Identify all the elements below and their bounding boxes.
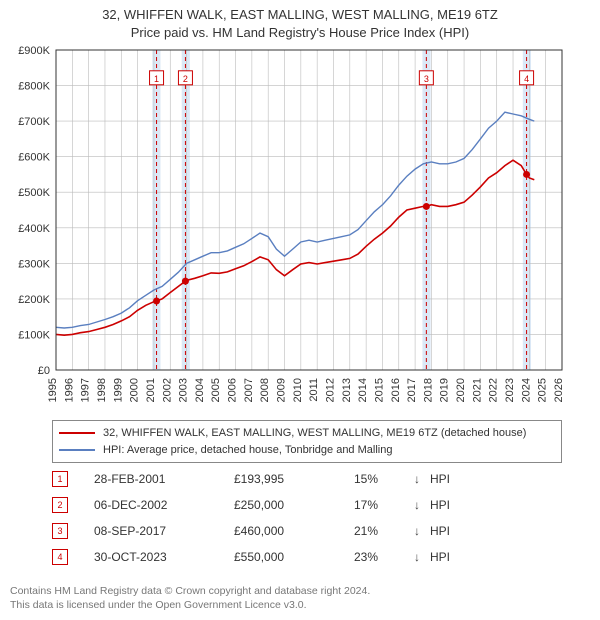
event-delta: 21% — [354, 524, 414, 538]
svg-text:2007: 2007 — [243, 378, 255, 402]
event-price: £550,000 — [234, 550, 354, 564]
svg-text:2015: 2015 — [373, 378, 385, 402]
event-price: £193,995 — [234, 472, 354, 486]
event-date: 08-SEP-2017 — [94, 524, 234, 538]
svg-text:2024: 2024 — [520, 378, 532, 402]
event-tail: HPI — [430, 498, 562, 512]
legend-box: 32, WHIFFEN WALK, EAST MALLING, WEST MAL… — [52, 420, 562, 463]
svg-text:2022: 2022 — [488, 378, 500, 402]
chart-area: £0 £100K £200K £300K £400K £500K £600K £700K £80… — [0, 44, 600, 414]
event-badge: 1 — [52, 471, 68, 487]
svg-text:2009: 2009 — [276, 378, 288, 402]
svg-text:2018: 2018 — [422, 378, 434, 402]
event-badge: 4 — [52, 549, 68, 565]
svg-text:2026: 2026 — [553, 378, 565, 402]
event-date: 30-OCT-2023 — [94, 550, 234, 564]
footer-attribution: Contains HM Land Registry data © Crown c… — [10, 584, 370, 612]
svg-text:2012: 2012 — [324, 378, 336, 402]
arrow-down-icon: ↓ — [414, 524, 430, 538]
legend-swatch — [59, 449, 95, 451]
svg-text:1995: 1995 — [47, 378, 59, 402]
svg-text:2014: 2014 — [357, 378, 369, 402]
svg-text:2003: 2003 — [178, 378, 190, 402]
event-delta: 15% — [354, 472, 414, 486]
legend-row: HPI: Average price, detached house, Tonb… — [59, 442, 555, 459]
events-table: 1 28-FEB-2001 £193,995 15% ↓ HPI 2 06-DE… — [52, 466, 562, 570]
event-badge: 2 — [52, 497, 68, 513]
table-row: 4 30-OCT-2023 £550,000 23% ↓ HPI — [52, 544, 562, 570]
svg-text:2021: 2021 — [471, 378, 483, 402]
svg-text:1999: 1999 — [112, 378, 124, 402]
svg-text:2016: 2016 — [390, 378, 402, 402]
svg-text:2019: 2019 — [439, 378, 451, 402]
svg-text:£400K: £400K — [18, 223, 50, 235]
svg-text:£200K: £200K — [18, 294, 50, 306]
svg-text:£800K: £800K — [18, 81, 50, 93]
arrow-down-icon: ↓ — [414, 550, 430, 564]
svg-text:4: 4 — [524, 74, 529, 84]
svg-text:1: 1 — [154, 74, 159, 84]
svg-text:2004: 2004 — [194, 378, 206, 402]
svg-text:1996: 1996 — [63, 378, 75, 402]
title-block: 32, WHIFFEN WALK, EAST MALLING, WEST MAL… — [0, 0, 600, 41]
legend-swatch — [59, 432, 95, 434]
page-root: 32, WHIFFEN WALK, EAST MALLING, WEST MAL… — [0, 0, 600, 620]
table-row: 3 08-SEP-2017 £460,000 21% ↓ HPI — [52, 518, 562, 544]
svg-text:2017: 2017 — [406, 378, 418, 402]
event-tail: HPI — [430, 524, 562, 538]
event-delta: 23% — [354, 550, 414, 564]
event-badge: 3 — [52, 523, 68, 539]
legend-row: 32, WHIFFEN WALK, EAST MALLING, WEST MAL… — [59, 425, 555, 442]
table-row: 1 28-FEB-2001 £193,995 15% ↓ HPI — [52, 466, 562, 492]
event-price: £460,000 — [234, 524, 354, 538]
event-tail: HPI — [430, 472, 562, 486]
svg-text:£0: £0 — [38, 365, 50, 377]
chart-svg: £0 £100K £200K £300K £400K £500K £600K £700K £80… — [0, 44, 600, 414]
svg-text:2023: 2023 — [504, 378, 516, 402]
svg-text:2011: 2011 — [308, 378, 320, 402]
arrow-down-icon: ↓ — [414, 472, 430, 486]
svg-text:£600K: £600K — [18, 152, 50, 164]
svg-text:£500K: £500K — [18, 187, 50, 199]
event-delta: 17% — [354, 498, 414, 512]
svg-text:2010: 2010 — [292, 378, 304, 402]
event-date: 28-FEB-2001 — [94, 472, 234, 486]
svg-text:3: 3 — [424, 74, 429, 84]
svg-text:2006: 2006 — [227, 378, 239, 402]
svg-text:£700K: £700K — [18, 116, 50, 128]
svg-text:£900K: £900K — [18, 45, 50, 57]
svg-text:2013: 2013 — [341, 378, 353, 402]
svg-text:2: 2 — [183, 74, 188, 84]
svg-text:2008: 2008 — [259, 378, 271, 402]
svg-text:2005: 2005 — [210, 378, 222, 402]
svg-text:2025: 2025 — [537, 378, 549, 402]
arrow-down-icon: ↓ — [414, 498, 430, 512]
event-date: 06-DEC-2002 — [94, 498, 234, 512]
event-price: £250,000 — [234, 498, 354, 512]
legend-label: HPI: Average price, detached house, Tonb… — [103, 442, 392, 459]
table-row: 2 06-DEC-2002 £250,000 17% ↓ HPI — [52, 492, 562, 518]
footer-line-2: This data is licensed under the Open Gov… — [10, 598, 370, 612]
svg-text:£100K: £100K — [18, 329, 50, 341]
svg-text:2002: 2002 — [161, 378, 173, 402]
svg-text:2020: 2020 — [455, 378, 467, 402]
svg-text:£300K: £300K — [18, 258, 50, 270]
event-tail: HPI — [430, 550, 562, 564]
title-line-1: 32, WHIFFEN WALK, EAST MALLING, WEST MAL… — [0, 6, 600, 24]
svg-text:2000: 2000 — [129, 378, 141, 402]
title-line-2: Price paid vs. HM Land Registry's House … — [0, 24, 600, 42]
svg-text:1998: 1998 — [96, 378, 108, 402]
svg-text:1997: 1997 — [80, 378, 92, 402]
footer-line-1: Contains HM Land Registry data © Crown c… — [10, 584, 370, 598]
legend-label: 32, WHIFFEN WALK, EAST MALLING, WEST MAL… — [103, 425, 526, 442]
svg-text:2001: 2001 — [145, 378, 157, 402]
